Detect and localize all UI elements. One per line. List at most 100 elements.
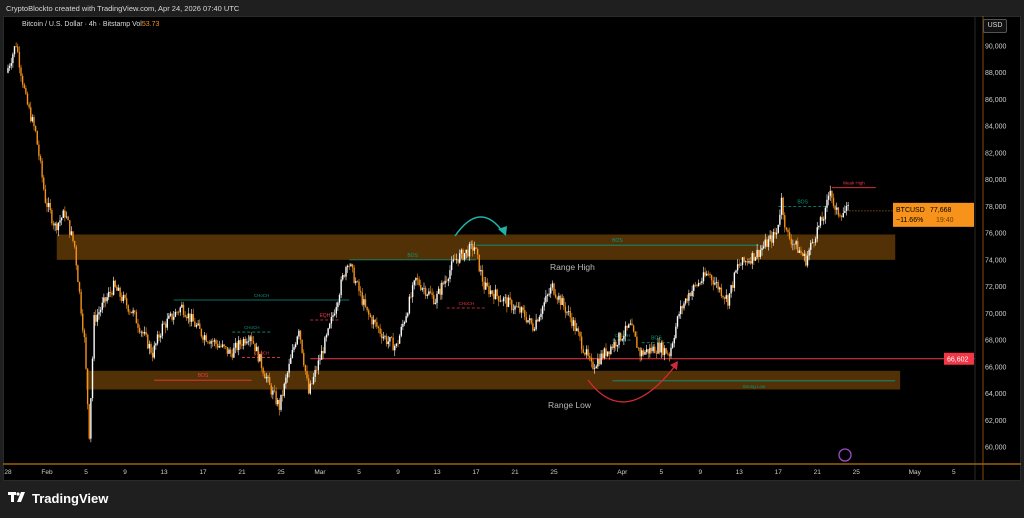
candle-body: [845, 205, 848, 211]
candle-body: [25, 88, 27, 94]
candle-body: [524, 310, 526, 318]
candle: [424, 285, 427, 300]
candle-body: [59, 220, 61, 223]
candle: [46, 198, 48, 213]
candle: [467, 245, 469, 258]
candle-body: [277, 399, 279, 405]
candle-body: [577, 328, 580, 332]
candle-body: [351, 264, 354, 268]
candle-body: [359, 290, 362, 293]
candle-body: [298, 330, 300, 337]
candle-body: [121, 296, 123, 301]
candle: [654, 343, 656, 354]
candle-body: [668, 353, 671, 357]
candle: [693, 283, 695, 297]
candle: [628, 323, 630, 329]
candle-body: [210, 341, 212, 344]
candle-body: [836, 207, 838, 210]
candle-body: [124, 295, 126, 299]
candle: [478, 254, 480, 273]
candle-body: [96, 314, 99, 322]
candle: [501, 299, 503, 302]
candle-body: [127, 305, 129, 312]
candle: [57, 222, 60, 237]
candle-body: [428, 291, 430, 295]
candle-body: [119, 287, 121, 297]
candle: [332, 312, 334, 322]
candle-body: [304, 364, 307, 372]
currency-button[interactable]: USD: [983, 19, 1007, 33]
candle-body: [257, 346, 259, 362]
candle-body: [413, 280, 415, 286]
price-tick: 76,000: [985, 231, 1007, 238]
candle-body: [719, 287, 721, 290]
candle-body: [46, 202, 48, 207]
candle: [423, 282, 425, 295]
candle-body: [693, 284, 695, 291]
candle: [220, 343, 222, 349]
candle-body: [12, 54, 14, 64]
candle-body: [657, 342, 659, 354]
candle: [715, 277, 718, 288]
candle-body: [278, 399, 281, 410]
structure-label: CHoCH: [458, 301, 474, 306]
candle-body: [363, 299, 365, 305]
candle: [680, 300, 682, 319]
candle: [303, 349, 305, 367]
candle: [702, 266, 705, 285]
candle: [400, 323, 402, 338]
candle: [286, 370, 289, 383]
candle-body: [818, 225, 820, 228]
candle: [363, 295, 365, 311]
candle: [252, 335, 255, 345]
candle-body: [17, 46, 19, 52]
candle-body: [358, 281, 360, 291]
time-tick: 17: [775, 469, 783, 476]
candle-body: [844, 210, 846, 214]
candle-body: [49, 202, 51, 211]
candle-body: [311, 383, 313, 385]
candle-body: [143, 332, 146, 334]
structure-label: BOS: [198, 373, 209, 379]
time-tick: 25: [277, 469, 285, 476]
candle-body: [476, 248, 479, 255]
candle-body: [686, 298, 688, 301]
candle: [181, 301, 183, 309]
candle-body: [364, 299, 367, 307]
candle: [481, 264, 484, 287]
candle: [540, 308, 542, 321]
candle-body: [296, 336, 298, 345]
candle-body: [179, 307, 181, 313]
candle: [254, 343, 256, 356]
candle-body: [509, 297, 511, 301]
candle: [241, 339, 243, 350]
candle: [511, 298, 513, 313]
candle-body: [827, 195, 830, 200]
candle-body: [834, 205, 836, 210]
candle: [125, 292, 128, 309]
candle-body: [319, 359, 321, 361]
candle-body: [106, 297, 108, 302]
candle: [845, 202, 848, 216]
price-tick: 66,000: [985, 364, 1007, 371]
candle-body: [77, 265, 79, 283]
candle: [23, 82, 25, 90]
candle: [792, 239, 794, 251]
candle: [364, 293, 367, 308]
candle: [572, 317, 575, 332]
candle: [606, 351, 609, 358]
candle: [186, 315, 188, 321]
candle: [69, 220, 71, 239]
candle-body: [324, 337, 326, 354]
candle: [579, 330, 581, 341]
candle-body: [52, 223, 55, 226]
time-tick: 28: [4, 469, 12, 476]
candle: [194, 317, 196, 328]
candle-body: [805, 253, 807, 266]
candle-body: [203, 335, 206, 340]
candle: [509, 292, 511, 305]
candle-body: [335, 307, 337, 314]
candle-body: [819, 217, 822, 226]
candle: [727, 294, 729, 310]
